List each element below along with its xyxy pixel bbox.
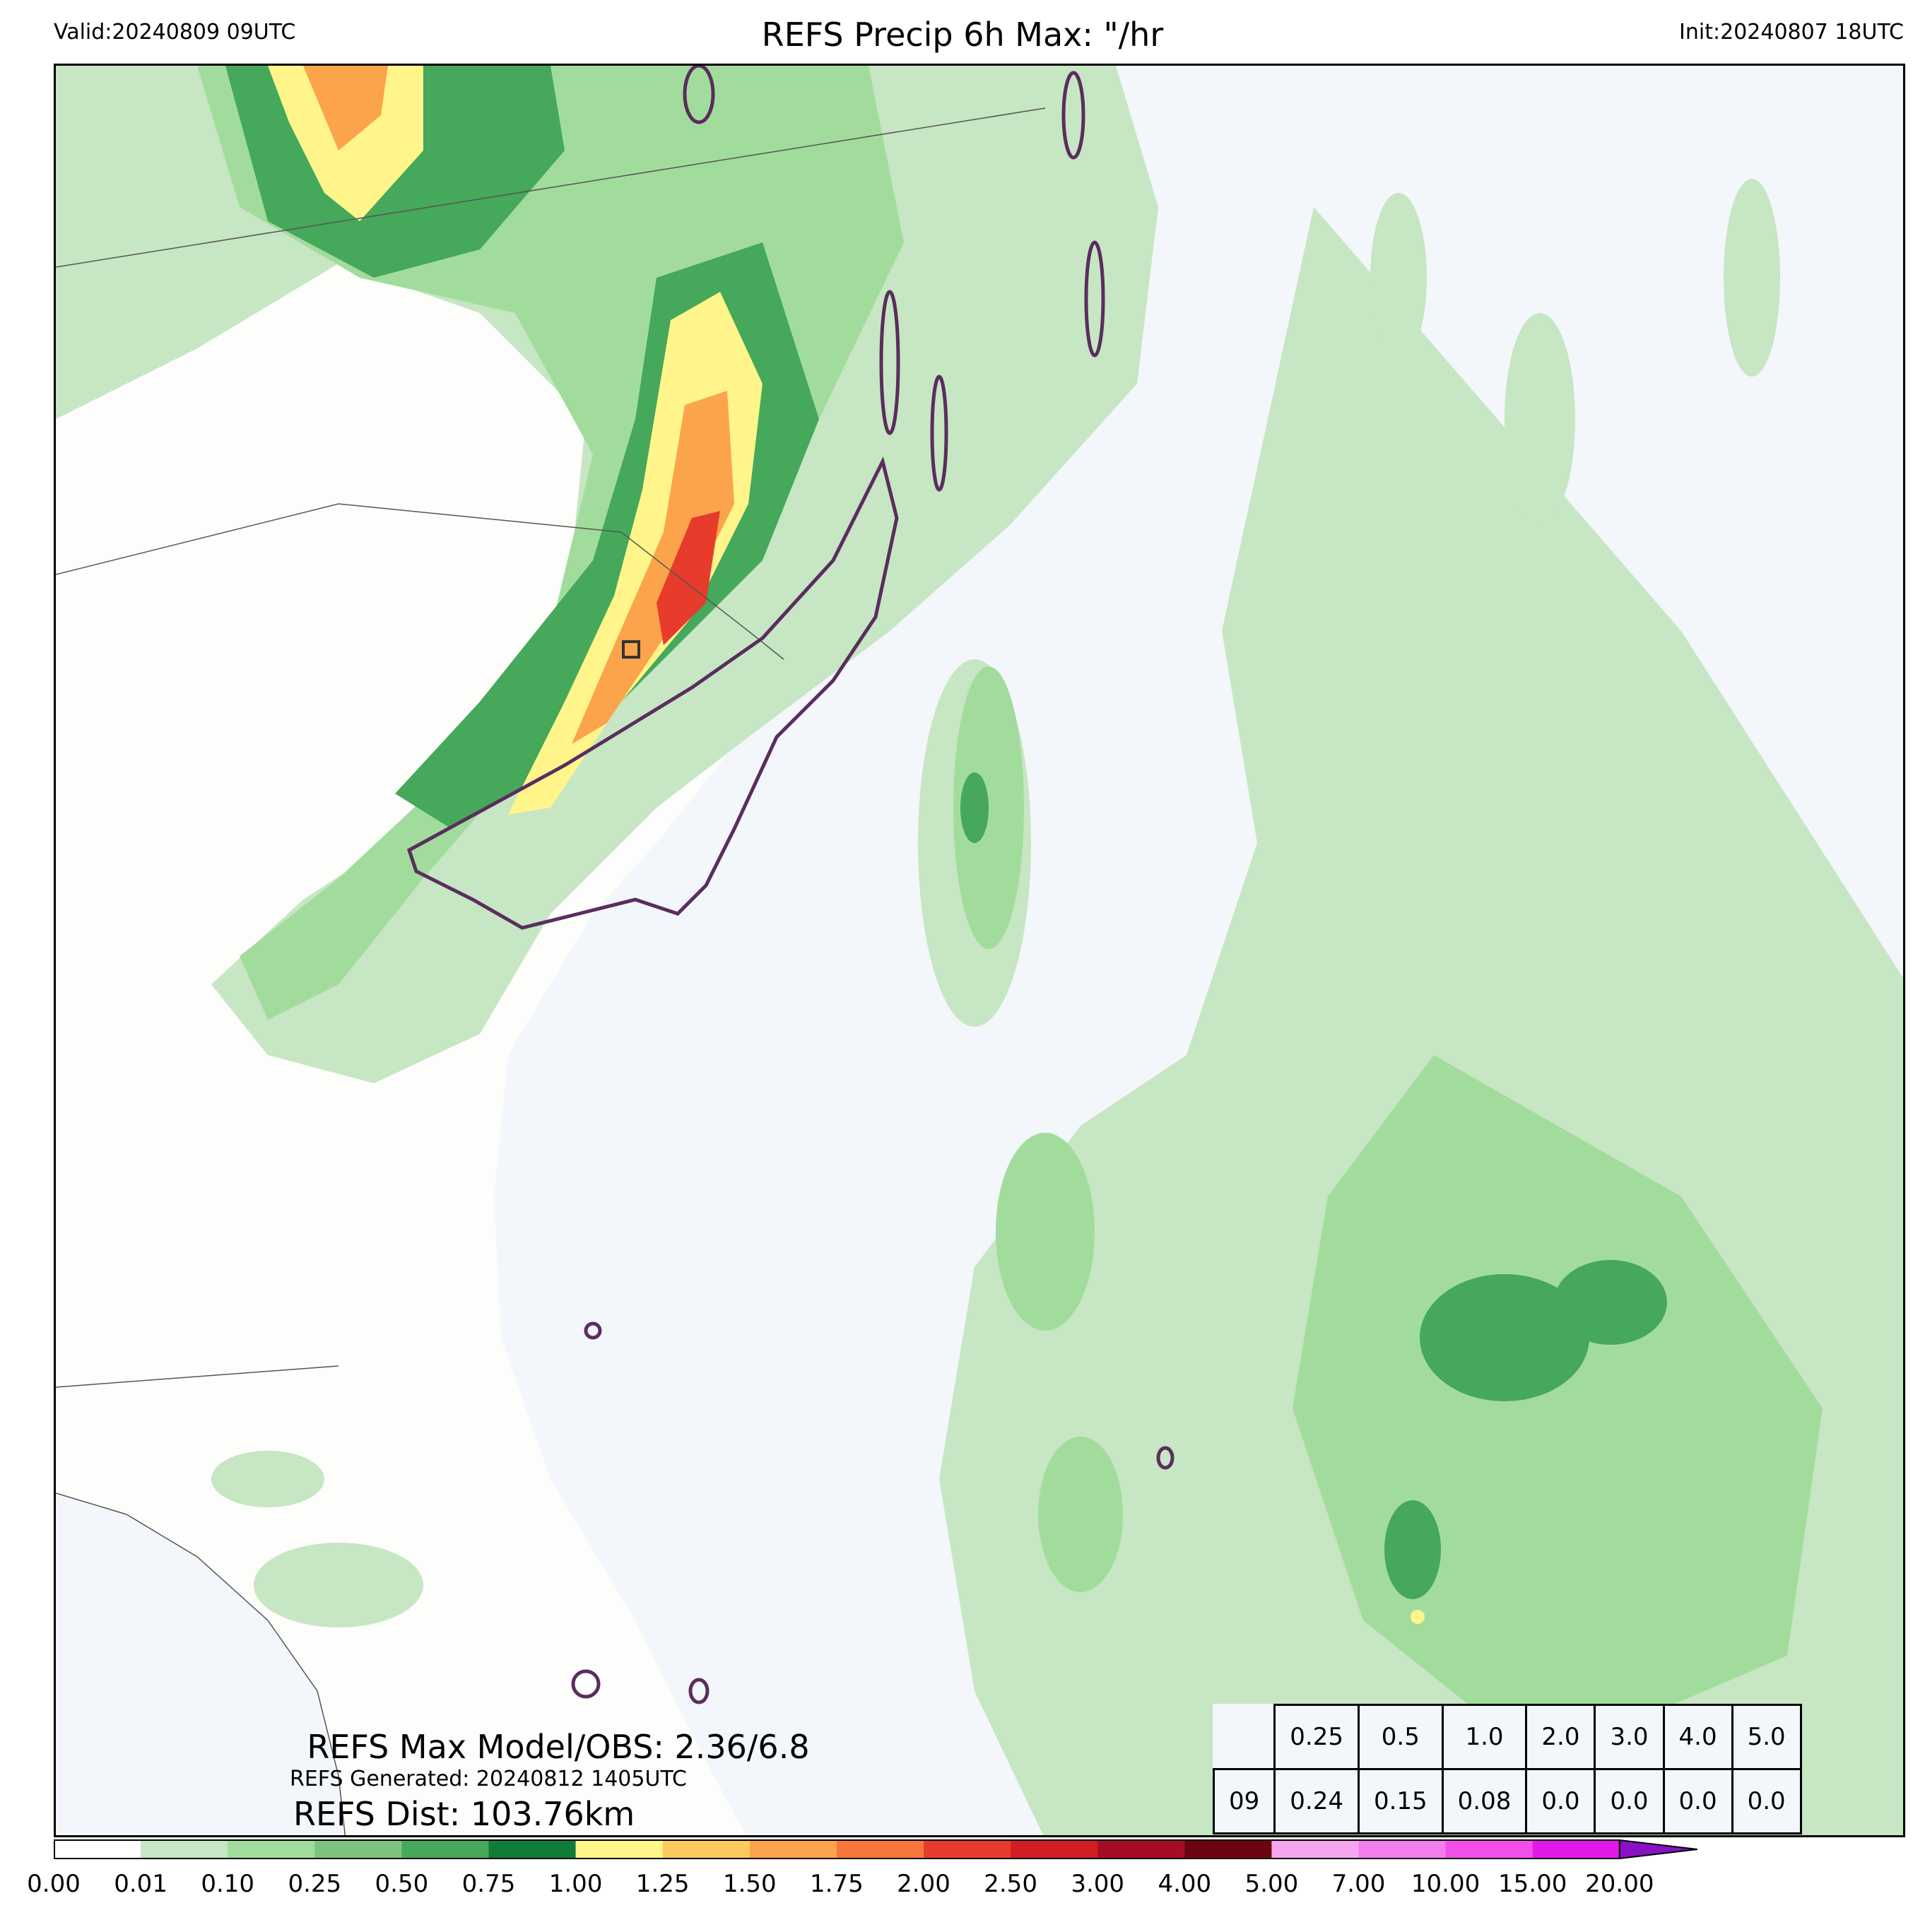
row-label-cell: 09 <box>1212 1768 1276 1834</box>
colorbar-segment <box>1532 1840 1620 1859</box>
colorbar-segment <box>488 1840 577 1859</box>
colorbar-segment <box>836 1840 924 1859</box>
colorbar-tick-label: 0.25 <box>288 1870 342 1898</box>
precip-heavy-core <box>268 66 1425 1624</box>
distance-label: REFS Dist: 103.76km <box>293 1795 635 1833</box>
max-model-obs-label: REFS Max Model/OBS: 2.36/6.8 <box>307 1728 810 1766</box>
colorbar-segment <box>1097 1840 1185 1859</box>
threshold-value-row: 09 0.24 0.15 0.08 0.0 0.0 0.0 0.0 <box>1212 1768 1802 1834</box>
colorbar-extend-arrow <box>1618 1839 1697 1860</box>
colorbar-segment <box>1445 1840 1533 1859</box>
colorbar-tick-label: 2.00 <box>897 1870 950 1898</box>
obs-point-marker <box>622 640 640 659</box>
gulf-water <box>56 1493 346 1835</box>
colorbar-tick-label: 0.00 <box>27 1870 81 1898</box>
colorbar-segment <box>1184 1840 1272 1859</box>
threshold-cell: 2.0 <box>1525 1704 1596 1770</box>
colorbar <box>54 1839 1697 1860</box>
colorbar-segment <box>228 1840 315 1859</box>
colorbar-tick-label: 1.00 <box>548 1870 603 1898</box>
threshold-cell: 0.5 <box>1357 1704 1444 1770</box>
colorbar-segment <box>749 1840 837 1859</box>
colorbar-tick-label: 0.01 <box>114 1870 167 1898</box>
chart-title: REFS Precip 6h Max: "/hr <box>761 16 1164 54</box>
colorbar-segment <box>1271 1840 1359 1859</box>
colorbar-tick-label: 2.50 <box>984 1870 1037 1898</box>
colorbar-segment <box>924 1840 1011 1859</box>
colorbar-segment <box>662 1840 750 1859</box>
colorbar-tick-label: 1.50 <box>722 1870 777 1898</box>
value-cell: 0.08 <box>1441 1768 1528 1834</box>
value-cell: 0.0 <box>1594 1768 1665 1834</box>
colorbar-tick-label: 0.10 <box>201 1870 255 1898</box>
obs-contours <box>406 66 1175 1704</box>
init-time-label: Init:20240807 18UTC <box>1679 20 1904 45</box>
colorbar-tick-label: 4.00 <box>1158 1870 1212 1898</box>
threshold-table: 0.25 0.5 1.0 2.0 3.0 4.0 5.0 09 0.24 0.1… <box>1212 1704 1802 1834</box>
threshold-header-row: 0.25 0.5 1.0 2.0 3.0 4.0 5.0 <box>1214 1704 1802 1770</box>
colorbar-tick-label: 7.00 <box>1331 1870 1386 1898</box>
colorbar-segment <box>141 1840 228 1859</box>
colorbar-tick-label: 1.75 <box>810 1870 864 1898</box>
value-cell: 0.0 <box>1662 1768 1733 1834</box>
threshold-cell: 5.0 <box>1731 1704 1802 1770</box>
colorbar-tick-label: 10.00 <box>1411 1870 1480 1898</box>
threshold-cell: 4.0 <box>1662 1704 1733 1770</box>
colorbar-segment <box>575 1840 664 1859</box>
precip-map[interactable] <box>54 64 1905 1837</box>
colorbar-tick-label: 3.00 <box>1071 1870 1125 1898</box>
threshold-corner-cell <box>1214 1705 1275 1769</box>
generated-label: REFS Generated: 20240812 1405UTC <box>290 1767 687 1791</box>
threshold-cell: 0.25 <box>1273 1704 1360 1770</box>
value-cell: 0.24 <box>1273 1768 1360 1834</box>
value-cell: 0.0 <box>1525 1768 1596 1834</box>
threshold-cell: 3.0 <box>1594 1704 1665 1770</box>
threshold-cell: 1.0 <box>1441 1704 1528 1770</box>
value-cell: 0.0 <box>1731 1768 1802 1834</box>
state-boundaries <box>56 107 1046 1835</box>
colorbar-tick-label: 0.50 <box>375 1870 429 1898</box>
colorbar-tick-label: 15.00 <box>1498 1870 1567 1898</box>
colorbar-tick-label: 1.25 <box>635 1870 690 1898</box>
colorbar-segment <box>314 1840 402 1859</box>
valid-time-label: Valid:20240809 09UTC <box>54 20 296 45</box>
colorbar-outline <box>54 1839 1620 1859</box>
colorbar-tick-label: 20.00 <box>1585 1870 1654 1898</box>
colorbar-tick-label: 5.00 <box>1244 1870 1299 1898</box>
value-cell: 0.15 <box>1357 1768 1444 1834</box>
colorbar-tick-label: 0.75 <box>461 1870 516 1898</box>
colorbar-segment <box>401 1840 489 1859</box>
colorbar-segment <box>54 1840 141 1859</box>
colorbar-segment <box>1011 1840 1098 1859</box>
colorbar-segment <box>1358 1840 1447 1859</box>
map-canvas <box>56 66 1903 1835</box>
